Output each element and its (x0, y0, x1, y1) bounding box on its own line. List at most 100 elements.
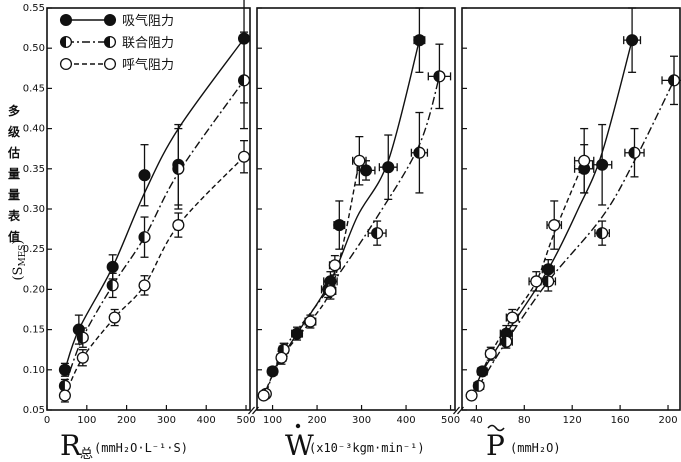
data-point-filled (58, 363, 71, 376)
x-label-symbol: W (285, 429, 314, 462)
data-point-open (76, 351, 89, 364)
data-point-filled (359, 164, 373, 177)
legend-label: 联合阻力 (122, 36, 174, 51)
dot-accent (295, 423, 301, 429)
y-tick-label: 0.35 (23, 164, 45, 175)
data-point-filled (626, 34, 639, 47)
x-label-subscript: 总 (80, 447, 93, 462)
x-label-unit: (x10⁻³kgm·min⁻¹) (309, 441, 425, 455)
data-point-half (106, 279, 119, 292)
legend-marker-left (59, 13, 73, 27)
y-tick-label: 0.15 (23, 325, 45, 336)
data-point-half (371, 227, 384, 240)
x-label-symbol: R (60, 429, 82, 462)
fit-curve-W (263, 160, 360, 396)
legend-label: 吸气阻力 (122, 13, 174, 29)
data-point-half (500, 335, 513, 348)
data-point-open (304, 315, 317, 328)
data-point-open (530, 275, 543, 288)
y-tick-label: 0.10 (23, 365, 45, 376)
axis-break-mark (453, 406, 464, 415)
data-point-filled (106, 260, 119, 273)
data-point-half (667, 74, 681, 87)
data-point-half (76, 331, 89, 344)
legend-label: 呼气阻力 (122, 57, 174, 73)
x-tick-label: 100 (263, 415, 282, 426)
legend-entry: 呼气阻力 (59, 57, 174, 73)
data-point-open (548, 219, 561, 232)
y-tick-label: 0.05 (23, 405, 45, 416)
data-point-half (237, 74, 251, 87)
data-point-half (413, 146, 426, 159)
x-tick-label: 500 (236, 415, 255, 426)
x-tick-label: 200 (308, 415, 327, 426)
x-axis-label-W: W(x10⁻³kgm·min⁻¹) (285, 423, 425, 462)
legend-marker-left (59, 57, 73, 71)
y-label-char: 值 (8, 229, 20, 244)
data-point-open (138, 279, 151, 292)
x-tick-label: 120 (563, 415, 582, 426)
x-axis-label-P: P (mmH₂O) (486, 424, 561, 462)
data-point-open (484, 347, 497, 360)
axis-labels: 0.05 0.10 0.15 0.20 0.25 0.30 0.35 0.40 0.45 0.50… (7, 3, 678, 462)
data-point-filled (413, 34, 426, 47)
data-point-open (353, 154, 366, 167)
data-point-open (275, 351, 288, 364)
data-point-open (578, 154, 591, 167)
panel-frames (46, 7, 681, 411)
data-point-open (324, 284, 337, 298)
tilde-accent (487, 424, 505, 432)
axis-ticks (46, 7, 669, 415)
data-point-half (596, 227, 609, 240)
x-tick-label: 160 (611, 415, 630, 426)
legend-marker-right (103, 13, 117, 27)
y-tick-label: 0.45 (23, 83, 45, 94)
x-tick-label: 80 (518, 415, 531, 426)
y-tick-label: 0.40 (23, 124, 45, 135)
legend-marker-right (103, 35, 117, 49)
data-point-half (433, 70, 446, 83)
legend-entry: 联合阻力 (59, 35, 174, 51)
data-markers (58, 32, 681, 402)
data-point-open (465, 389, 478, 402)
data-point-open (506, 311, 519, 324)
x-tick-label: 200 (117, 415, 136, 426)
x-tick-label: 300 (352, 415, 371, 426)
x-tick-label: 400 (397, 415, 416, 426)
data-point-half (138, 231, 151, 244)
axis-break-mark (248, 406, 259, 415)
y-tick-label: 0.30 (23, 204, 45, 215)
data-point-open (237, 150, 251, 163)
x-tick-label: 0 (44, 415, 50, 426)
data-point-filled (476, 365, 489, 378)
x-label-symbol: P (486, 429, 505, 462)
x-tick-label: 300 (157, 415, 176, 426)
data-point-open (58, 389, 71, 402)
y-tick-label: 0.25 (23, 244, 45, 255)
y-label-symbol: (SMES) (11, 239, 28, 280)
data-point-half (472, 379, 485, 392)
y-label-char: 级 (8, 124, 20, 139)
x-axis-label-R: R总 (mmH₂O·L⁻¹·S) (60, 429, 188, 462)
fit-curve-R (64, 156, 245, 396)
fit-curves (64, 38, 675, 396)
data-point-filled (333, 219, 346, 232)
legend-entry: 吸气阻力 (59, 13, 174, 29)
x-label-unit: (mmH₂O·L⁻¹·S) (94, 441, 188, 455)
y-tick-label: 0.20 (23, 284, 45, 295)
y-label-char: 多 (8, 103, 20, 118)
data-point-half (628, 146, 641, 159)
y-label-char: 量 (8, 167, 20, 181)
x-tick-label: 500 (441, 415, 460, 426)
x-tick-label: 200 (658, 415, 677, 426)
data-point-filled (290, 327, 304, 340)
data-point-filled (596, 158, 609, 171)
data-point-open (257, 389, 270, 402)
y-tick-label: 0.50 (23, 43, 45, 54)
x-tick-label: 400 (197, 415, 216, 426)
legend-marker-left (59, 35, 73, 49)
y-label-char: 量 (8, 188, 20, 202)
data-point-filled (382, 161, 395, 174)
